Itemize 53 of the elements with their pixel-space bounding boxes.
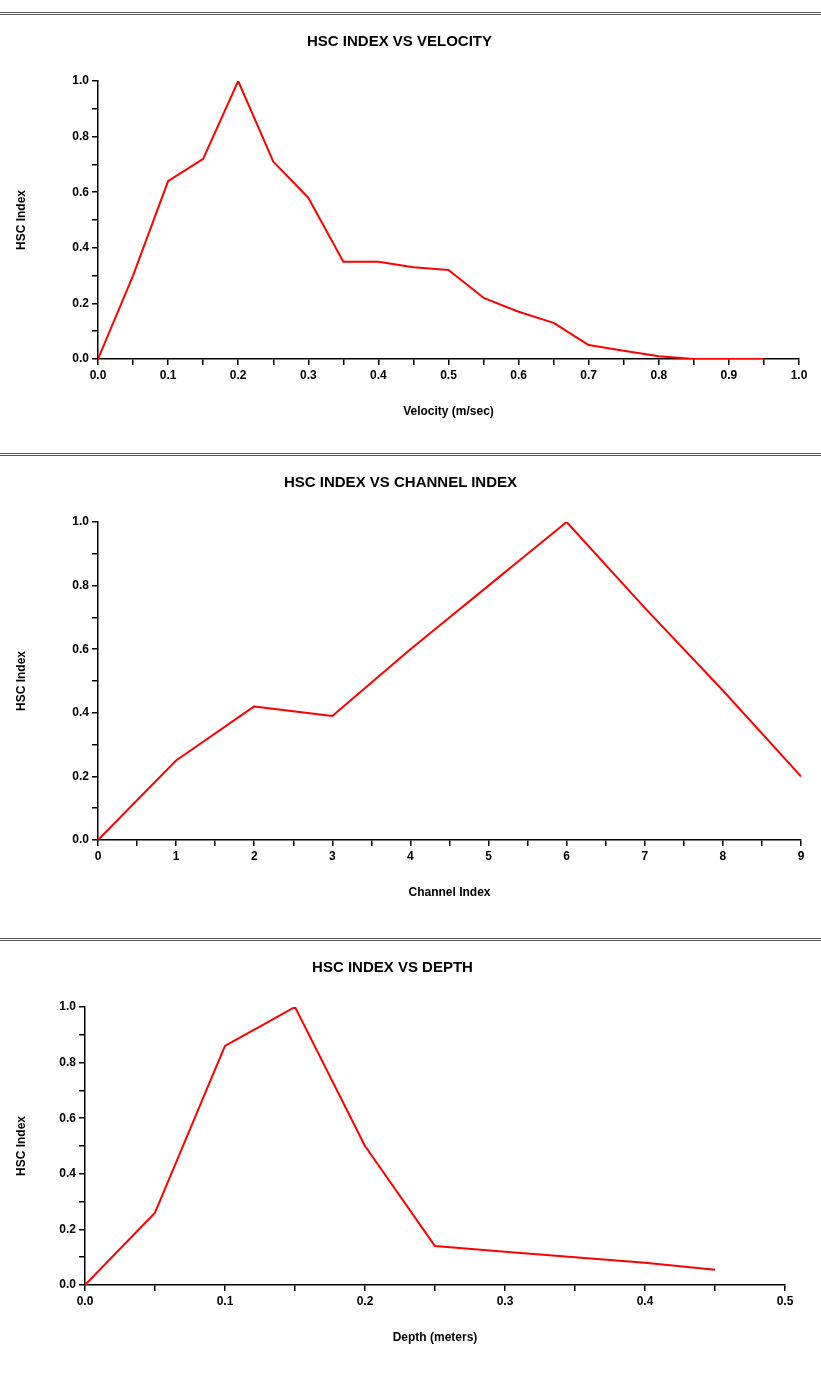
y-tick-label: 0.6 xyxy=(72,641,90,656)
y-tick-label: 0.6 xyxy=(59,1110,77,1125)
chart-title: HSC INDEX VS VELOCITY xyxy=(306,32,493,50)
x-tick-label: 0.3 xyxy=(299,367,317,382)
x-tick-label: 8 xyxy=(719,848,727,863)
x-tick-label: 1 xyxy=(172,848,180,863)
x-tick-label: 0.2 xyxy=(229,367,247,382)
x-tick-label: 4 xyxy=(407,848,415,863)
y-tick-label: 1.0 xyxy=(59,999,77,1014)
x-tick-label: 0.1 xyxy=(159,367,177,382)
x-tick-label: 5 xyxy=(485,848,493,863)
x-axis-title: Velocity (m/sec) xyxy=(403,404,494,419)
x-axis-title: Channel Index xyxy=(408,885,491,900)
y-tick-label: 0.8 xyxy=(72,577,90,592)
y-tick-label: 0.2 xyxy=(59,1221,77,1236)
x-tick-label: 0.0 xyxy=(89,367,107,382)
y-tick-label: 1.0 xyxy=(72,514,90,529)
x-tick-label: 0.8 xyxy=(650,367,668,382)
x-tick-label: 0.5 xyxy=(440,367,458,382)
x-tick-label: 7 xyxy=(641,848,649,863)
x-tick-label: 0.9 xyxy=(720,367,738,382)
y-tick-label: 0.4 xyxy=(72,705,90,720)
x-tick-label: 0.4 xyxy=(370,367,388,382)
x-tick-label: 9 xyxy=(797,848,805,863)
y-axis-title: HSC Index xyxy=(13,1115,28,1177)
y-tick-label: 0.0 xyxy=(72,351,90,366)
x-tick-label: 0.3 xyxy=(496,1293,514,1308)
y-tick-label: 0.2 xyxy=(72,768,90,783)
x-tick-label: 0.4 xyxy=(636,1293,654,1308)
y-tick-label: 0.4 xyxy=(59,1166,77,1181)
x-tick-label: 0.6 xyxy=(510,367,528,382)
y-tick-label: 0.6 xyxy=(72,184,90,199)
x-axis-title: Depth (meters) xyxy=(392,1330,478,1345)
x-tick-label: 1.0 xyxy=(790,367,808,382)
x-tick-label: 6 xyxy=(563,848,571,863)
chart-title: HSC INDEX VS DEPTH xyxy=(312,958,473,976)
y-tick-label: 0.8 xyxy=(59,1054,77,1069)
x-tick-label: 0.5 xyxy=(776,1293,794,1308)
chart-title: HSC INDEX VS CHANNEL INDEX xyxy=(283,473,518,491)
y-tick-label: 0.0 xyxy=(59,1277,77,1292)
x-tick-label: 2 xyxy=(250,848,258,863)
x-tick-label: 0.7 xyxy=(580,367,598,382)
x-tick-label: 3 xyxy=(328,848,336,863)
y-tick-label: 0.2 xyxy=(72,295,90,310)
y-axis-title: HSC Index xyxy=(13,189,28,251)
y-axis-title: HSC Index xyxy=(13,650,28,712)
x-tick-label: 0 xyxy=(94,848,102,863)
y-tick-label: 1.0 xyxy=(72,73,90,88)
y-tick-label: 0.0 xyxy=(72,832,90,847)
x-tick-label: 0.2 xyxy=(356,1293,374,1308)
y-tick-label: 0.4 xyxy=(72,240,90,255)
x-tick-label: 0.1 xyxy=(216,1293,234,1308)
y-tick-label: 0.8 xyxy=(72,128,90,143)
